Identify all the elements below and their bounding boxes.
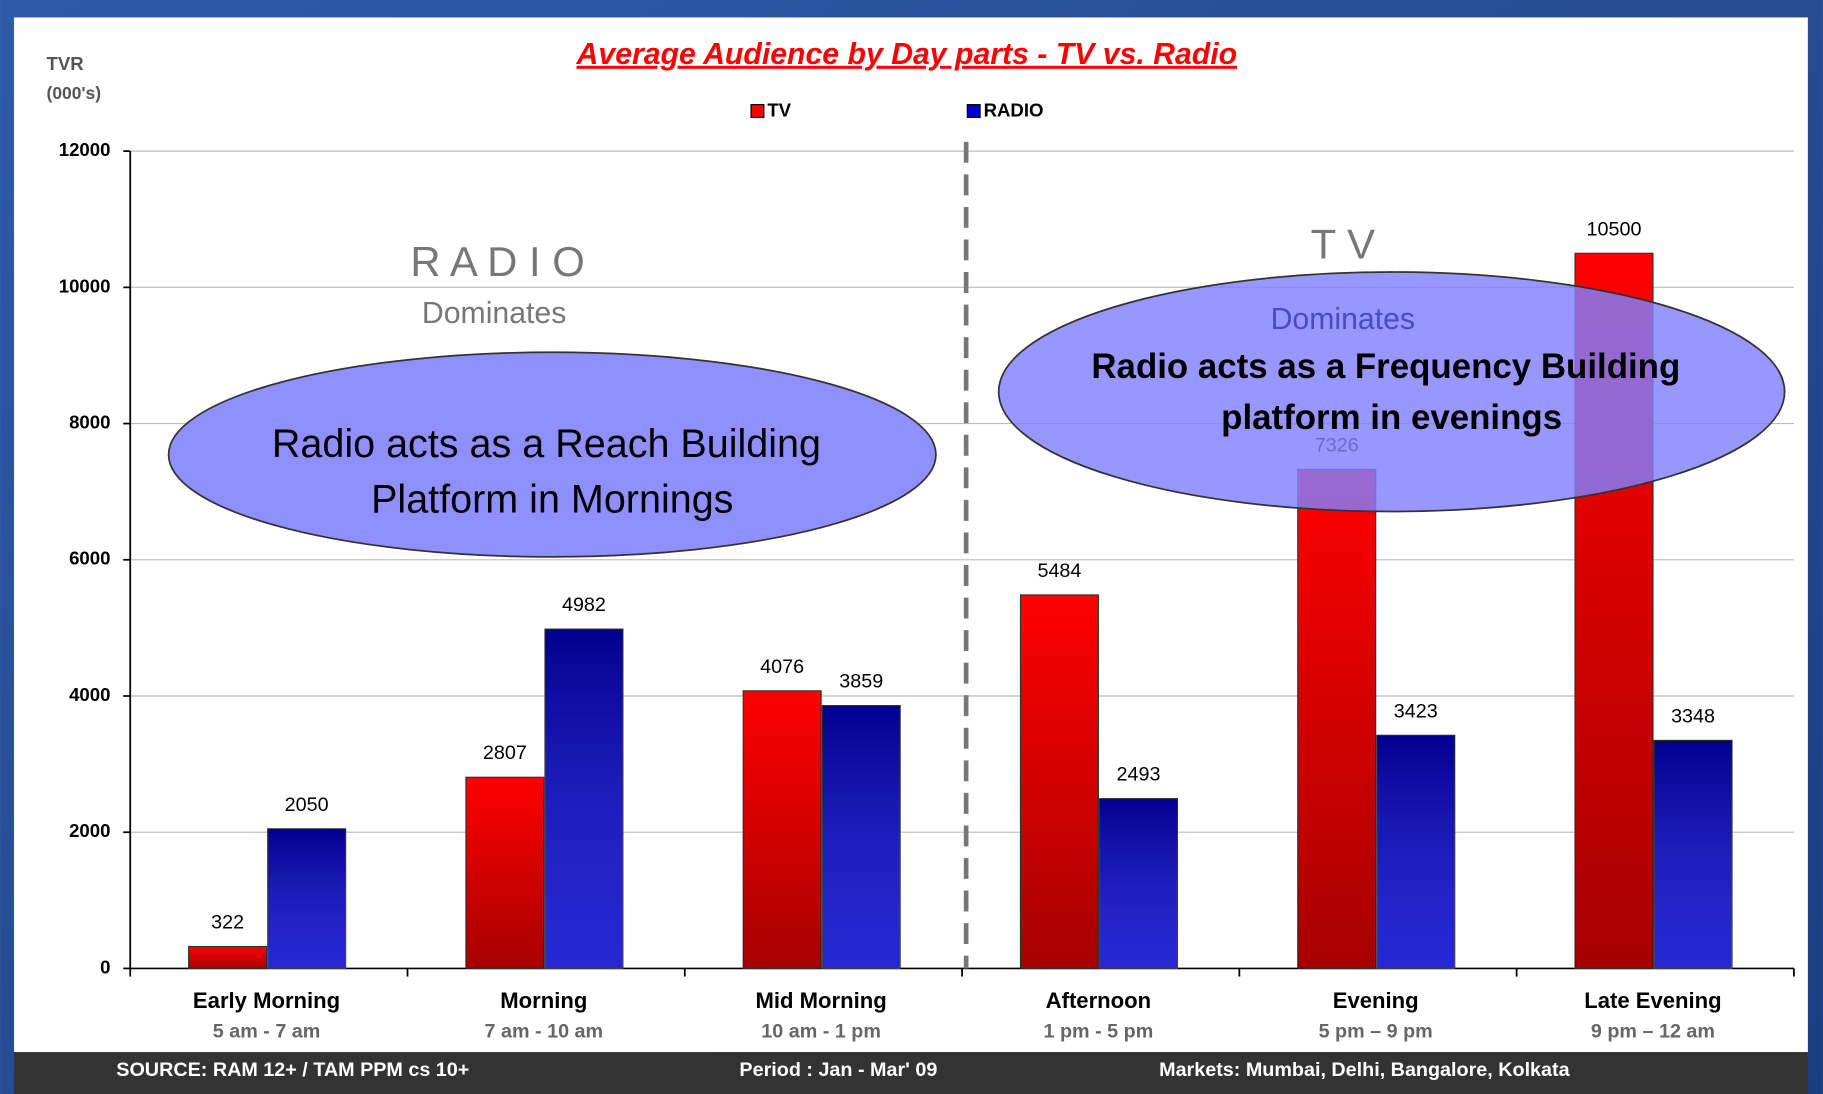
y-axis-label: TVR xyxy=(47,53,85,74)
y-tick-label: 6000 xyxy=(69,548,110,569)
y-tick-label: 10000 xyxy=(59,275,111,296)
bar xyxy=(821,705,901,970)
legend-swatch xyxy=(750,104,765,119)
data-label: 5484 xyxy=(1037,560,1081,582)
data-label: 2807 xyxy=(483,742,527,764)
data-label: 2493 xyxy=(1117,764,1161,786)
bar xyxy=(267,828,347,970)
data-label: 3348 xyxy=(1671,705,1715,727)
x-tick-sublabel: 1 pm - 5 pm xyxy=(1044,1021,1154,1043)
bar xyxy=(1098,798,1179,970)
x-tick-sublabel: 7 am - 10 am xyxy=(485,1021,604,1043)
annotation-sub: Dominates xyxy=(422,297,566,330)
bar xyxy=(1297,468,1377,970)
bar xyxy=(1019,594,1099,970)
x-tick-label: Morning xyxy=(500,988,587,1013)
legend: TV RADIO xyxy=(750,100,1044,121)
bar xyxy=(188,945,268,970)
bar xyxy=(1376,734,1456,970)
x-tick-label: Evening xyxy=(1333,988,1419,1013)
x-tick-sublabel: 9 pm – 12 am xyxy=(1591,1021,1715,1043)
annotation-heading: T V xyxy=(1311,221,1375,268)
bar xyxy=(742,690,822,970)
data-label: 4982 xyxy=(562,594,606,616)
y-tick-label: 0 xyxy=(100,956,110,977)
x-tick-label: Late Evening xyxy=(1584,988,1721,1013)
legend-label: RADIO xyxy=(984,100,1044,121)
bar xyxy=(1653,739,1733,970)
footer-period: Period : Jan - Mar' 09 xyxy=(739,1059,937,1081)
footer-markets: Markets: Mumbai, Delhi, Bangalore, Kolka… xyxy=(1159,1059,1570,1081)
x-tick-label: Afternoon xyxy=(1046,988,1151,1013)
callout-ellipse xyxy=(997,271,1786,513)
data-label: 4076 xyxy=(760,656,804,678)
bar xyxy=(465,776,545,970)
y-tick-label: 4000 xyxy=(69,684,110,705)
x-tick-sublabel: 5 am - 7 am xyxy=(213,1021,321,1043)
data-label: 2050 xyxy=(285,794,329,816)
callout-text: Platform in Mornings xyxy=(371,478,733,522)
x-tick-label: Mid Morning xyxy=(755,988,886,1013)
data-label: 3423 xyxy=(1394,700,1438,722)
x-tick-sublabel: 5 pm – 9 pm xyxy=(1319,1021,1433,1043)
y-axis-label: (000's) xyxy=(47,83,102,103)
annotation-heading: R A D I O xyxy=(410,238,584,285)
y-tick-label: 12000 xyxy=(59,139,111,160)
callout-text: Radio acts as a Frequency Building xyxy=(1091,347,1680,386)
x-tick-label: Early Morning xyxy=(193,988,340,1013)
annotation-sub: Dominates xyxy=(1271,303,1415,336)
y-tick-label: 2000 xyxy=(69,820,110,841)
y-tick-label: 8000 xyxy=(69,411,110,432)
x-tick-sublabel: 10 am - 1 pm xyxy=(761,1021,881,1043)
data-label: 10500 xyxy=(1587,218,1642,240)
data-label: 322 xyxy=(211,911,244,933)
chart-title: Average Audience by Day parts - TV vs. R… xyxy=(576,38,1238,71)
legend-label: TV xyxy=(767,100,791,121)
bar xyxy=(544,628,624,970)
legend-swatch xyxy=(966,104,981,119)
callout-text: Radio acts as a Reach Building xyxy=(272,422,821,466)
callout-ellipse xyxy=(167,351,937,558)
callout-text: platform in evenings xyxy=(1221,398,1562,437)
footer-bar xyxy=(13,1052,1808,1094)
footer-source: SOURCE: RAM 12+ / TAM PPM cs 10+ xyxy=(116,1059,469,1081)
data-label: 3859 xyxy=(839,671,883,693)
